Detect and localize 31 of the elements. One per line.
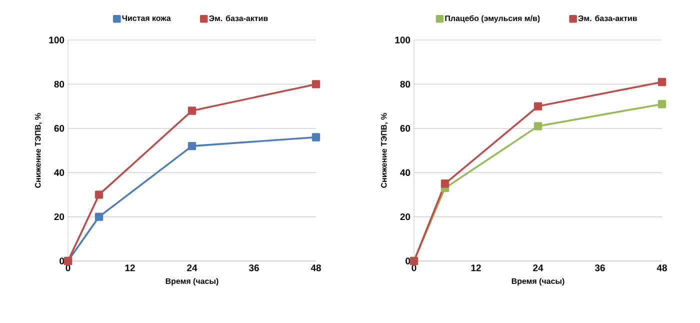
y-tick-label: 60 xyxy=(54,125,64,132)
y-tick-label: 0 xyxy=(60,258,64,264)
x-tick-label: 48 xyxy=(656,264,667,272)
x-tick-label: 12 xyxy=(125,264,135,272)
x-tick-label: 12 xyxy=(471,264,481,272)
y-tick-label: 60 xyxy=(400,125,410,132)
point xyxy=(94,190,104,199)
point xyxy=(534,102,542,110)
y-tick-label: 40 xyxy=(400,169,410,176)
x-tick-label: 36 xyxy=(248,264,259,272)
y-tick-label: 100 xyxy=(395,36,410,44)
point xyxy=(440,180,450,188)
x-tick-label: 36 xyxy=(594,264,605,272)
point xyxy=(188,142,196,150)
y-tick-label: 20 xyxy=(400,213,410,220)
y-tick-label: 20 xyxy=(54,213,64,220)
point xyxy=(312,80,320,88)
x-tick-label: 48 xyxy=(310,264,321,272)
point xyxy=(658,100,666,108)
point xyxy=(534,122,542,130)
x-tick-label: 24 xyxy=(533,264,544,272)
y-tick-label: 100 xyxy=(49,36,64,44)
point xyxy=(94,212,104,221)
point xyxy=(312,133,320,142)
point xyxy=(188,106,196,115)
y-tick-label: 40 xyxy=(54,169,64,176)
y-tick-label: 80 xyxy=(400,80,410,88)
x-tick-label: 24 xyxy=(187,264,198,272)
y-tick-label: 0 xyxy=(406,258,410,264)
point xyxy=(658,78,666,86)
y-tick-label: 80 xyxy=(54,80,64,88)
